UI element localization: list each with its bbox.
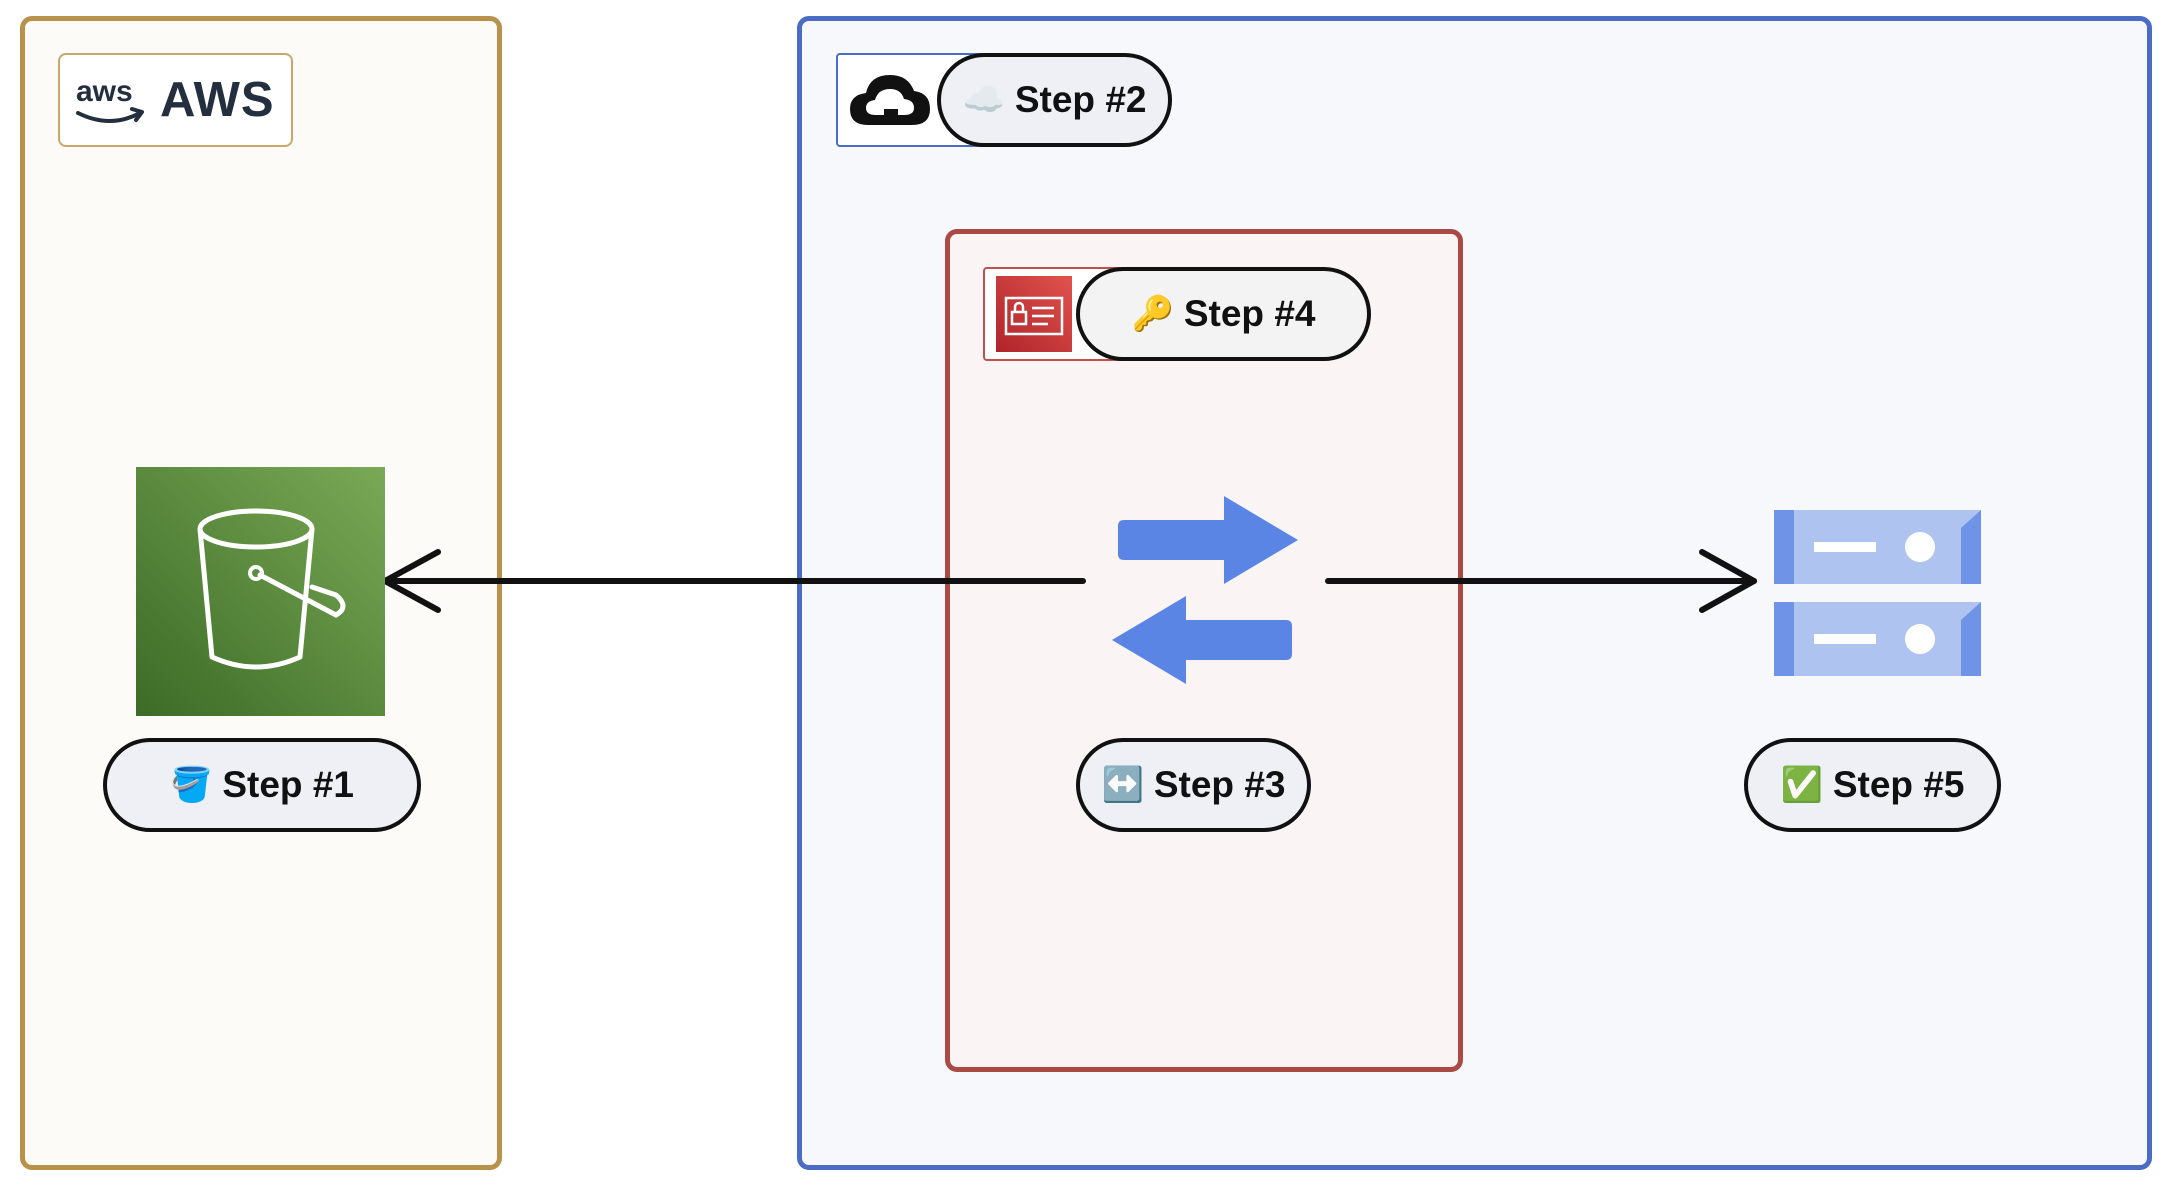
step-4-text: Step #4 [1183,293,1316,334]
check-mark-emoji-icon: ✅ [1780,766,1823,804]
google-cloud-icon [850,75,930,125]
left-right-arrow-emoji-icon: ↔️ [1101,766,1144,804]
step-1-label: 🪣 Step #1 [103,738,421,832]
s3-bucket-icon [136,467,385,716]
step-2-label: ☁️ Step #2 [937,53,1172,147]
aws-label-chip: aws AWS [58,53,293,147]
storage-server-icon [1774,510,1981,676]
aws-group-title: AWS [160,73,275,127]
svg-text:aws: aws [76,75,133,108]
step-2-text: Step #2 [1014,79,1147,120]
step-5-text: Step #5 [1832,764,1965,805]
step-1-text: Step #1 [222,764,354,805]
transfer-arrows-icon [1112,496,1298,684]
aws-logo-icon: aws [76,75,144,123]
step-3-label: ↔️ Step #3 [1076,738,1311,832]
step-3-text: Step #3 [1153,764,1286,805]
step-5-label: ✅ Step #5 [1744,738,2001,832]
key-emoji-icon: 🔑 [1131,295,1174,333]
step-4-label: 🔑 Step #4 [1076,267,1371,361]
iam-credentials-icon [996,276,1072,352]
bucket-emoji-icon: 🪣 [170,766,213,804]
cloud-emoji-icon: ☁️ [962,81,1005,119]
